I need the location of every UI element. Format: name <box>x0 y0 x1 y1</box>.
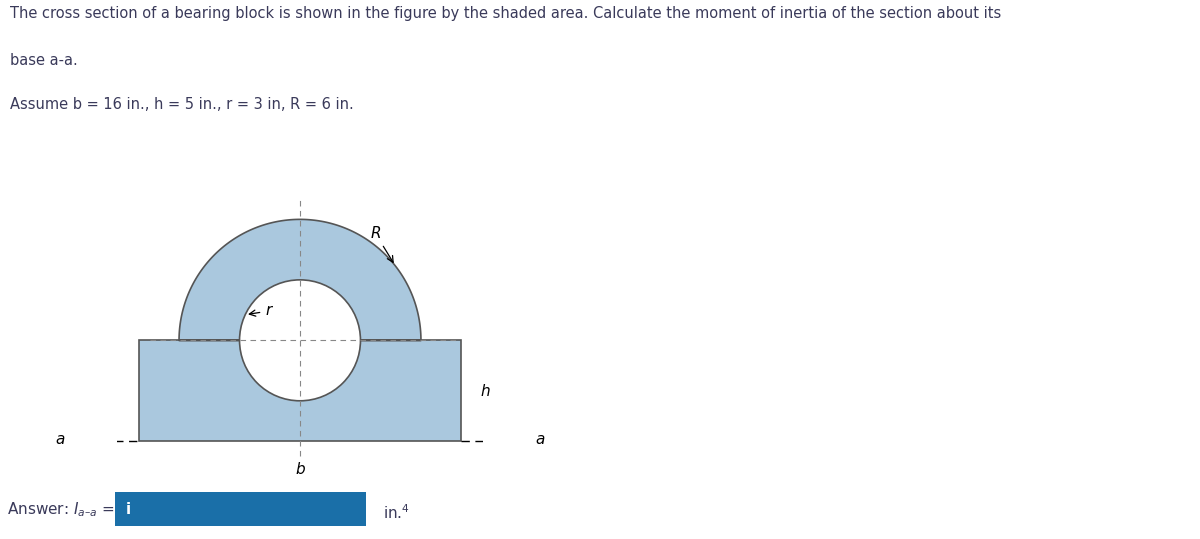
Text: $r$: $r$ <box>250 303 275 319</box>
Bar <box>139 340 461 441</box>
Text: $a$: $a$ <box>534 432 545 447</box>
Text: $a$: $a$ <box>55 432 66 447</box>
Text: $b$: $b$ <box>294 461 306 477</box>
Polygon shape <box>179 219 421 340</box>
Text: Answer: $I_{a–a}$ =: Answer: $I_{a–a}$ = <box>7 500 114 519</box>
Text: Assume b = 16 in., h = 5 in., r = 3 in, R = 6 in.: Assume b = 16 in., h = 5 in., r = 3 in, … <box>10 97 353 112</box>
Text: in.$^{4}$: in.$^{4}$ <box>383 503 410 522</box>
Circle shape <box>240 280 360 401</box>
FancyBboxPatch shape <box>115 493 366 526</box>
Text: $h$: $h$ <box>480 383 491 399</box>
Text: i: i <box>126 502 131 517</box>
Text: The cross section of a bearing block is shown in the figure by the shaded area. : The cross section of a bearing block is … <box>10 6 1001 21</box>
Text: base a-a.: base a-a. <box>10 53 77 68</box>
Text: $R$: $R$ <box>370 225 394 262</box>
